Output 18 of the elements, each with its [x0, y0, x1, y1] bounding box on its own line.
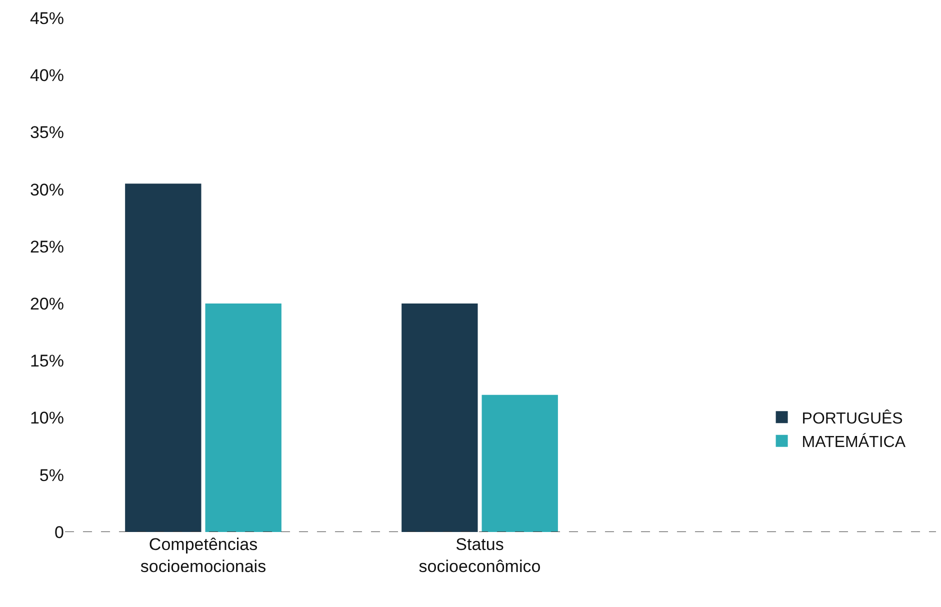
legend-label: PORTUGUÊS [802, 409, 903, 428]
y-tick-label: 20% [30, 294, 64, 314]
bar [402, 304, 478, 532]
x-tick-label: Competências socioemocionais [140, 535, 266, 576]
legend-label: MATEMÁTICA [802, 433, 906, 452]
y-tick-label: 40% [30, 66, 64, 86]
y-tick-label: 25% [30, 237, 64, 256]
bar [205, 304, 282, 532]
y-tick-label: 15% [30, 352, 64, 371]
y-tick-label: 5% [39, 466, 64, 485]
y-tick-label: 45% [30, 8, 64, 28]
bar [482, 394, 558, 532]
x-tick-label: Status socioeconômico [418, 535, 541, 576]
bar [125, 184, 202, 532]
y-tick-label: 35% [30, 123, 64, 142]
y-tick-label: 10% [30, 408, 64, 428]
y-tick-label: 0 [54, 522, 64, 542]
y-tick-label: 30% [30, 180, 64, 200]
